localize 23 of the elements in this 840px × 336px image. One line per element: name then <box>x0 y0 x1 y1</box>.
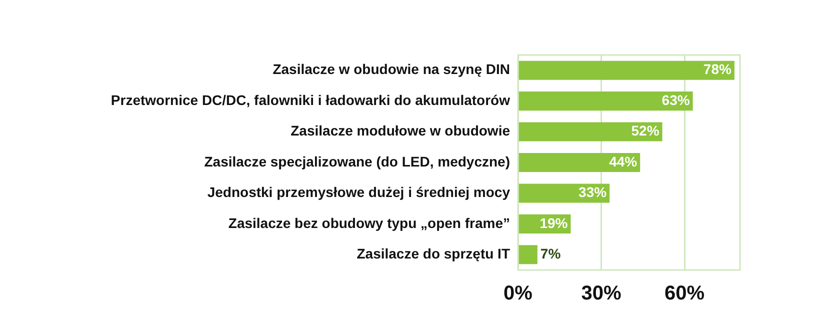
data-label: 7% <box>540 246 562 262</box>
x-tick-label: 0% <box>504 282 533 305</box>
y-tick-label: Przetwornice DC/DC, falowniki i ładowarki do akumulatorów <box>110 92 510 108</box>
y-tick-label: Jednostki przemysłowe dużej i średniej mocy <box>207 184 510 200</box>
bar <box>518 245 538 264</box>
y-tick-label: Zasilacze bez obudowy typu „open frame” <box>228 214 510 231</box>
x-tick-label: 30% <box>581 282 622 305</box>
bar <box>518 60 734 80</box>
bar <box>518 122 662 142</box>
bar <box>518 92 693 111</box>
data-label: 33% <box>578 184 608 200</box>
y-tick-label: Zasilacze do sprzętu IT <box>356 246 510 262</box>
bar <box>518 152 640 172</box>
data-label: 19% <box>540 214 568 231</box>
data-label: 78% <box>703 61 732 78</box>
y-tick-label: Zasilacze specjalizowane (do LED, medyczne) <box>204 153 510 170</box>
data-label: 52% <box>631 122 660 139</box>
y-tick-label: Zasilacze modułowe w obudowie <box>290 122 510 139</box>
x-tick-label: 60% <box>664 282 705 305</box>
bar <box>518 184 610 203</box>
data-label: 63% <box>662 92 690 108</box>
y-tick-label: Zasilacze w obudowie na szynę DIN <box>272 61 510 78</box>
data-label: 44% <box>609 153 638 170</box>
